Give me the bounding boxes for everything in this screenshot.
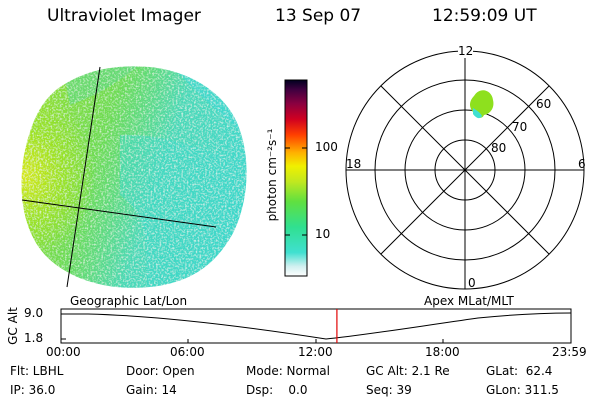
ip-status: IP: 36.0 <box>10 383 56 397</box>
y-tick-low: 1.8 <box>24 331 44 345</box>
glat-status: GLat: 62.4 <box>486 364 553 378</box>
latitude-line <box>21 199 217 228</box>
date-label: 13 Sep 07 <box>275 6 362 26</box>
polar-label-6: 6 <box>578 157 586 171</box>
polar-ring-60: 60 <box>536 97 552 111</box>
colorbar-unit-label: photon cm⁻²s⁻¹ <box>265 128 279 222</box>
mode-status: Mode: Normal <box>246 364 330 378</box>
apex-label: Apex MLat/MLT <box>424 294 514 308</box>
x-tick-0000: 00:00 <box>46 345 81 359</box>
auroral-image <box>21 66 247 288</box>
time-label: 12:59:09 UT <box>432 6 537 26</box>
seq-status: Seq: 39 <box>366 383 412 397</box>
colorbar-tick-10: 10 <box>315 227 331 241</box>
x-tick-2359: 23:59 <box>552 345 587 359</box>
colorbar-tick-100: 100 <box>315 140 338 154</box>
auroral-patch-edge <box>473 108 482 119</box>
x-tick-0600: 06:00 <box>170 345 205 359</box>
altitude-timeline <box>60 308 572 344</box>
polar-plot <box>345 50 585 290</box>
polar-label-0: 0 <box>468 276 476 290</box>
altitude-curve <box>61 312 572 340</box>
polar-ring-70: 70 <box>512 120 528 134</box>
dsp-status: Dsp: 0.0 <box>246 383 308 397</box>
gc-alt-status: GC Alt: 2.1 Re <box>366 364 450 378</box>
filter-status: Flt: LBHL <box>10 364 64 378</box>
door-status: Door: Open <box>126 364 195 378</box>
glon-status: GLon: 311.5 <box>486 383 559 397</box>
geographic-label: Geographic Lat/Lon <box>70 294 188 308</box>
polar-label-12: 12 <box>458 44 474 58</box>
polar-ring-80: 80 <box>491 141 507 155</box>
gc-alt-axis-title: GC Alt <box>6 307 20 345</box>
x-tick-1200: 12:00 <box>298 345 333 359</box>
instrument-title: Ultraviolet Imager <box>47 6 201 26</box>
color-scale-bar <box>284 79 308 277</box>
x-tick-1800: 18:00 <box>425 345 460 359</box>
polar-label-18: 18 <box>346 157 362 171</box>
longitude-line <box>66 66 101 288</box>
gain-status: Gain: 14 <box>126 383 177 397</box>
y-tick-high: 9.0 <box>24 306 44 320</box>
